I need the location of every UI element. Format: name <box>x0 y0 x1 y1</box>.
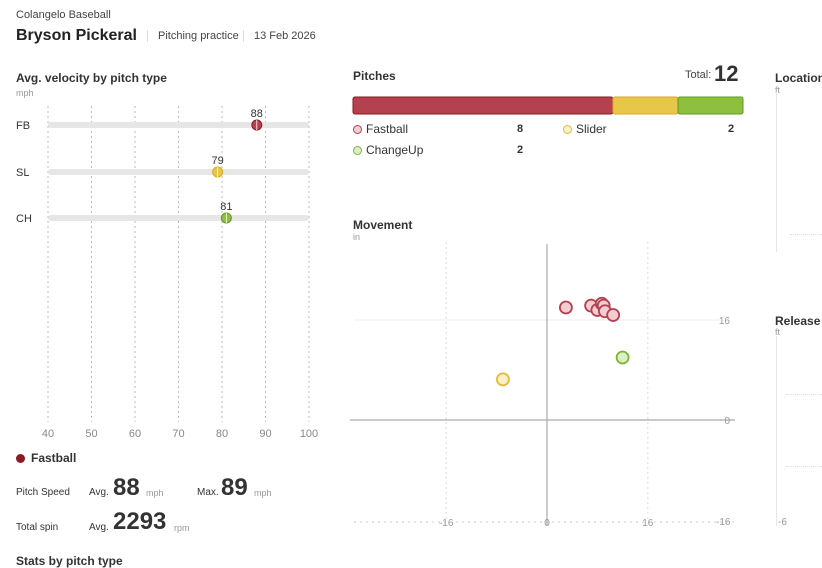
speed-avg-unit: mph <box>146 488 164 498</box>
velocity-category-label: SL <box>16 167 29 179</box>
velocity-marker <box>212 166 224 178</box>
velocity-track <box>48 215 309 221</box>
release-grid-line <box>786 394 822 395</box>
velocity-marker <box>251 119 263 131</box>
legend-slider-count: 2 <box>728 123 735 135</box>
velocity-tick-label: 90 <box>259 428 271 440</box>
release-grid-line-2 <box>786 466 822 467</box>
legend-changeup[interactable]: ChangeUp <box>353 143 423 157</box>
legend-slider-label: Slider <box>576 122 607 136</box>
location-divider <box>776 92 777 252</box>
slider-legend-icon <box>563 124 572 134</box>
velocity-title: Avg. velocity by pitch type <box>16 71 167 85</box>
stats-by-type-title: Stats by pitch type <box>16 554 123 568</box>
velocity-category-label: FB <box>16 120 30 132</box>
speed-avg-label: Avg. <box>89 487 109 498</box>
spin-avg-label: Avg. <box>89 522 109 533</box>
pitches-title: Pitches <box>353 69 396 83</box>
session-type: Pitching practice <box>147 30 239 42</box>
legend-fastball-count: 8 <box>517 123 524 135</box>
movement-y-tick-label: 0 <box>724 416 730 427</box>
movement-x-tick-label: 16 <box>642 518 654 529</box>
movement-chart: -16 0 16 16 0 <box>350 242 735 529</box>
movement-x-tick-label: 0 <box>544 518 550 529</box>
release-title: Release <box>775 314 821 328</box>
velocity-tick-label: 100 <box>300 428 318 440</box>
fastball-legend-icon <box>353 124 362 134</box>
location-title: Location <box>775 71 822 85</box>
movement-x-tick-label: -16 <box>439 518 454 529</box>
velocity-tick-label: 50 <box>85 428 97 440</box>
movement-point-slider <box>495 372 510 387</box>
velocity-tick-label: 40 <box>42 428 54 440</box>
movement-point-fastball <box>558 300 573 315</box>
release-unit: ft <box>775 327 781 337</box>
spin-avg-value: 2293 <box>113 508 167 535</box>
movement-unit: in <box>353 232 361 242</box>
velocity-track <box>48 169 309 175</box>
legend-fastball-label: Fastball <box>366 122 409 136</box>
session-date: 13 Feb 2026 <box>243 30 316 42</box>
pitch-mix-segment-fastball <box>352 96 614 115</box>
legend-slider[interactable]: Slider <box>563 122 607 136</box>
velocity-category-label: CH <box>16 213 32 225</box>
changeup-legend-icon <box>353 145 362 155</box>
org-name: Colangelo Baseball <box>16 9 111 21</box>
selected-pitch-name: Fastball <box>31 451 77 465</box>
speed-avg-value: 88 <box>113 474 140 501</box>
total-label: Total: <box>685 69 712 81</box>
velocity-chart: 40 50 60 70 80 90 100 FB 88 SL 79 CH 81 <box>16 106 318 440</box>
player-name: Bryson Pickeral <box>16 27 137 44</box>
movement-point-changeup <box>615 350 630 365</box>
legend-changeup-label: ChangeUp <box>366 143 424 157</box>
velocity-tick-label: 60 <box>129 428 141 440</box>
pitch-mix-segment-slider <box>612 96 679 115</box>
velocity-track <box>48 122 309 128</box>
velocity-unit: mph <box>16 88 34 98</box>
total-count: 12 <box>714 61 739 86</box>
location-unit: ft <box>775 85 781 95</box>
legend-fastball[interactable]: Fastball <box>353 122 408 136</box>
velocity-marker <box>220 212 232 224</box>
speed-max-value: 89 <box>221 474 248 501</box>
velocity-value-label: 81 <box>220 201 232 213</box>
speed-max-label: Max. <box>197 487 219 498</box>
velocity-tick-label: 80 <box>216 428 228 440</box>
pitch-mix-bar <box>352 96 744 115</box>
speed-max-unit: mph <box>254 488 272 498</box>
pitch-mix-segment-changeup <box>677 96 744 115</box>
release-tick-label: -6 <box>778 517 787 528</box>
selected-pitch[interactable]: Fastball <box>16 451 76 465</box>
location-tick-label: -16 <box>716 517 731 528</box>
spin-avg-unit: rpm <box>174 523 190 533</box>
legend-changeup-count: 2 <box>517 144 524 156</box>
movement-y-tick-label: 16 <box>719 316 731 327</box>
movement-title: Movement <box>353 218 413 232</box>
location-grid-line <box>790 234 822 235</box>
velocity-tick-label: 70 <box>172 428 184 440</box>
release-divider <box>776 336 777 526</box>
fastball-dot-icon <box>16 453 25 463</box>
velocity-value-label: 88 <box>251 108 263 120</box>
velocity-value-label: 79 <box>212 155 224 167</box>
movement-point-fastball <box>606 308 621 322</box>
speed-label: Pitch Speed <box>16 487 70 498</box>
spin-label: Total spin <box>16 522 59 533</box>
